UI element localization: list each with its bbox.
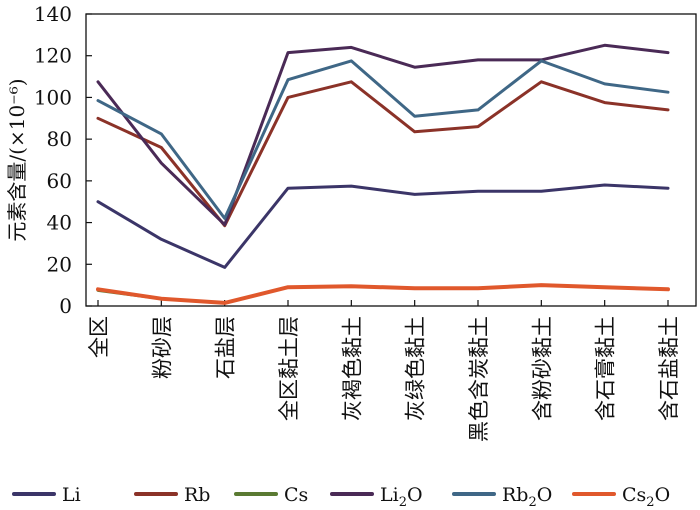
legend-label-cs: Cs — [284, 484, 308, 506]
legend-label-base: Rb — [502, 484, 528, 506]
series-lines — [96, 43, 670, 305]
series-line-rb2o — [96, 59, 670, 220]
legend-label-suffix: O — [407, 484, 423, 506]
y-tick-label: 120 — [34, 44, 72, 68]
legend-label-subscript: 2 — [399, 495, 407, 510]
x-tick-label: 粉砂层 — [150, 316, 174, 379]
legend-label-li: Li — [62, 484, 81, 506]
y-axis: 0 20 40 60 80 100 120 140 — [34, 2, 92, 318]
y-tick-label: 20 — [47, 252, 72, 276]
y-tick-label: 60 — [47, 169, 72, 193]
x-tick-label: 含石盐黏土 — [657, 316, 681, 421]
legend: Li Rb Cs Li2O Rb2O Cs2O — [12, 484, 670, 510]
y-tick-label: 80 — [47, 127, 72, 151]
y-tick-label: 100 — [34, 85, 72, 109]
y-axis-label: 元素含量/(×10⁻⁶) — [5, 78, 29, 241]
legend-label-subscript: 2 — [646, 495, 654, 510]
series-line-li — [96, 183, 670, 269]
legend-label-li2o: Li2O — [380, 484, 423, 510]
y-tick-label: 140 — [34, 2, 72, 26]
series-line-cs2o — [96, 283, 670, 305]
legend-label-base: Li — [380, 484, 399, 506]
x-axis: 全区 粉砂层 石盐层 全区黏土层 灰褐色黏土 灰绿色黏土 黑色含炭黏土 含粉砂黏土 含石膏黏土 含… — [87, 300, 681, 442]
y-tick-label: 40 — [47, 211, 72, 235]
legend-label-base: Li — [62, 484, 81, 506]
series-line-li2o — [96, 43, 670, 227]
legend-label-base: Cs — [622, 484, 646, 506]
legend-label-suffix: O — [537, 484, 553, 506]
legend-label-cs2o: Cs2O — [622, 484, 670, 510]
x-tick-label: 黑色含炭黏土 — [467, 316, 491, 442]
y-tick-label: 0 — [59, 294, 72, 318]
legend-label-subscript: 2 — [528, 495, 536, 510]
x-tick-label: 全区黏土层 — [277, 316, 301, 421]
x-tick-label: 含粉砂黏土 — [530, 316, 554, 421]
legend-label-suffix: O — [655, 484, 671, 506]
legend-label-rb2o: Rb2O — [502, 484, 552, 510]
x-tick-label: 含石膏黏土 — [594, 316, 618, 421]
x-tick-label: 灰绿色黏土 — [404, 316, 428, 421]
legend-label-base: Rb — [184, 484, 210, 506]
series-line-rb — [96, 80, 670, 228]
x-tick-label: 全区 — [87, 316, 111, 358]
plot-frame — [85, 13, 697, 307]
legend-label-rb: Rb — [184, 484, 210, 506]
x-tick-label: 灰褐色黏土 — [340, 316, 364, 421]
legend-label-base: Cs — [284, 484, 308, 506]
x-tick-label: 石盐层 — [214, 316, 238, 379]
